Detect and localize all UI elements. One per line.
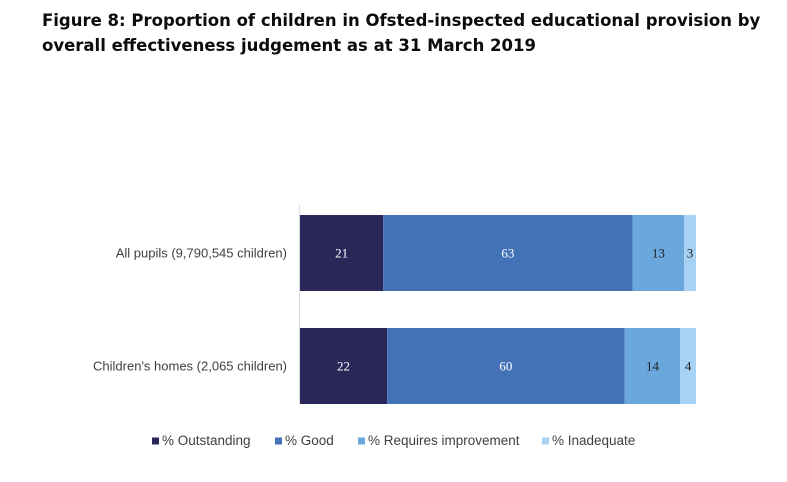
labels-layer: All pupils (9,790,545 children) 21 63 13 3 Ch… <box>93 246 693 374</box>
legend-label: % Outstanding <box>162 433 251 448</box>
data-label: 14 <box>646 359 660 374</box>
data-label: 13 <box>652 246 665 261</box>
bar-segment <box>387 328 625 404</box>
data-label: 4 <box>685 359 692 374</box>
legend-swatch <box>542 437 549 445</box>
bar-segment <box>632 215 685 291</box>
bar-segment <box>300 328 388 404</box>
legend-item: % Outstanding <box>152 433 251 448</box>
bars-layer <box>300 215 696 404</box>
data-label: 21 <box>335 246 348 261</box>
legend-label: % Inadequate <box>552 433 635 448</box>
legend: % Outstanding % Good % Requires improvemen… <box>152 433 635 448</box>
legend-swatch <box>152 437 159 445</box>
legend-swatch <box>358 437 365 445</box>
legend-item: % Inadequate <box>542 433 635 448</box>
bar-segment <box>300 215 384 291</box>
data-label: 3 <box>687 246 694 261</box>
category-label: All pupils (9,790,545 children) <box>116 246 287 261</box>
data-label: 63 <box>501 246 514 261</box>
legend-label: % Requires improvement <box>368 433 520 448</box>
bar-segment <box>624 328 681 404</box>
bar-segment <box>680 328 696 404</box>
legend-label: % Good <box>285 433 334 448</box>
data-label: 60 <box>499 359 512 374</box>
category-label: Children's homes (2,065 children) <box>93 359 287 374</box>
chart-title: Figure 8: Proportion of children in Ofst… <box>42 11 761 55</box>
bar-segment <box>684 215 696 291</box>
legend-item: % Requires improvement <box>358 433 520 448</box>
data-label: 22 <box>337 359 350 374</box>
legend-item: % Good <box>275 433 334 448</box>
bar-segment <box>383 215 633 291</box>
legend-swatch <box>275 437 282 445</box>
